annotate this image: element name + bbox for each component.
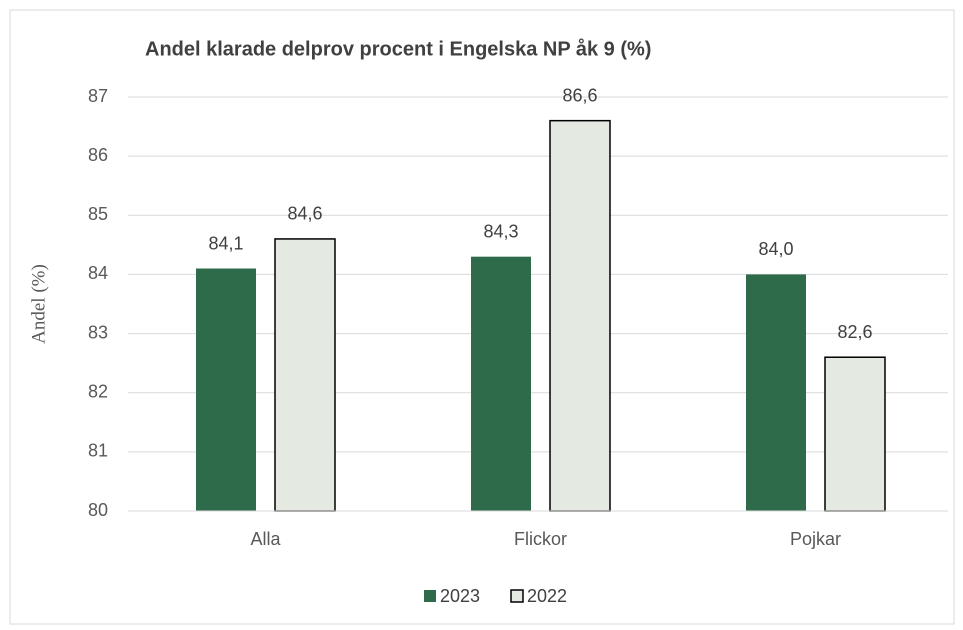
data-label: 82,6 — [837, 322, 872, 342]
bar — [274, 238, 336, 512]
y-tick-label: 80 — [88, 500, 108, 520]
y-tick-label: 85 — [88, 204, 108, 224]
bar — [549, 119, 611, 512]
x-tick-label: Alla — [250, 529, 281, 549]
x-tick-label: Flickor — [514, 529, 567, 549]
y-tick-label: 82 — [88, 381, 108, 401]
data-label: 84,1 — [208, 233, 243, 253]
legend-label: 2022 — [527, 586, 567, 606]
bar — [196, 268, 256, 511]
legend-swatch — [510, 589, 524, 603]
legend-label: 2023 — [440, 586, 480, 606]
bar — [471, 256, 531, 511]
y-tick-label: 83 — [88, 322, 108, 342]
y-tick-label: 81 — [88, 441, 108, 461]
legend-swatch — [424, 590, 436, 602]
data-label: 84,0 — [758, 239, 793, 259]
bar — [746, 274, 806, 511]
y-tick-label: 87 — [88, 86, 108, 106]
data-label: 86,6 — [562, 85, 597, 105]
bar — [824, 356, 886, 512]
data-label: 84,3 — [483, 221, 518, 241]
x-tick-label: Pojkar — [790, 529, 841, 549]
y-axis-label: Andel (%) — [28, 264, 49, 344]
chart-title: Andel klarade delprov procent i Engelska… — [145, 37, 651, 60]
y-tick-label: 86 — [88, 145, 108, 165]
data-label: 84,6 — [287, 204, 322, 224]
y-tick-label: 84 — [88, 263, 108, 283]
